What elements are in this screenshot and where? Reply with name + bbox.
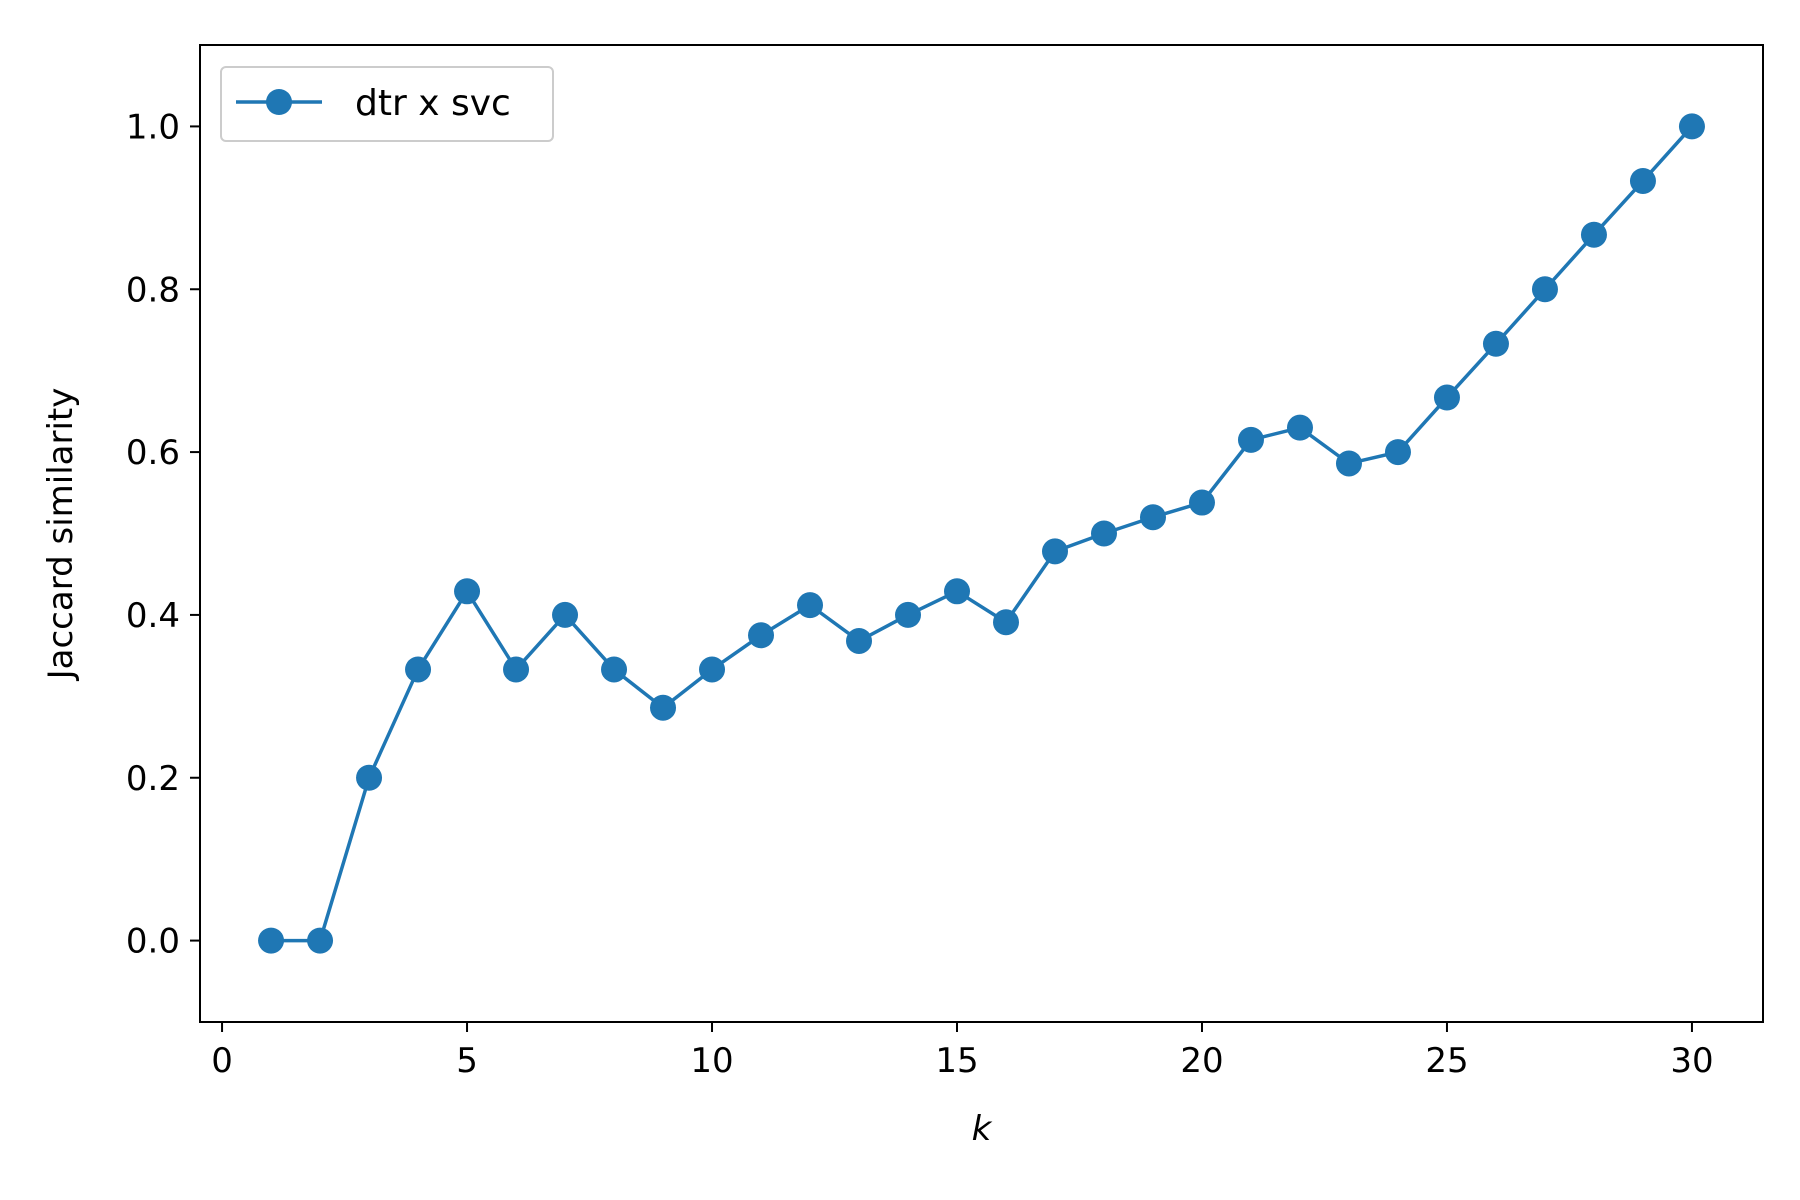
- y-tick-label: 0.2: [126, 759, 180, 799]
- x-tick-label: 0: [211, 1041, 233, 1081]
- y-axis-label: Jaccard similarity: [41, 388, 81, 682]
- y-tick-label: 1.0: [126, 107, 180, 147]
- data-point: [748, 622, 775, 649]
- data-point: [258, 927, 285, 954]
- data-point: [1678, 113, 1705, 140]
- data-point: [601, 656, 628, 683]
- x-axis-ticks: 0 5 10 15 20 25 30: [211, 1022, 1714, 1081]
- x-tick-label: 20: [1180, 1041, 1223, 1081]
- data-point: [699, 656, 726, 683]
- data-point: [944, 578, 971, 605]
- x-tick-label: 15: [935, 1041, 978, 1081]
- data-point: [454, 578, 481, 605]
- x-tick-label: 5: [456, 1041, 478, 1081]
- data-point: [1482, 330, 1509, 357]
- data-point: [1139, 504, 1166, 531]
- legend-box: [220, 66, 554, 142]
- y-tick-label: 0.0: [126, 922, 180, 962]
- y-tick-label: 0.4: [126, 596, 180, 636]
- data-point: [895, 601, 922, 628]
- series-line: [271, 125, 1694, 943]
- data-point: [503, 656, 530, 683]
- axes-frame: [199, 44, 1764, 1023]
- data-point: [1580, 221, 1607, 248]
- data-point: [846, 627, 873, 654]
- data-point: [1433, 384, 1460, 411]
- x-tick-label: 25: [1425, 1041, 1468, 1081]
- data-point: [307, 927, 334, 954]
- data-point: [1531, 276, 1558, 303]
- data-point: [552, 601, 579, 628]
- data-point: [1041, 538, 1068, 565]
- y-tick-label: 0.6: [126, 433, 180, 473]
- legend: dtr x svc: [220, 66, 554, 142]
- x-axis-label: k: [972, 1109, 993, 1149]
- y-axis-ticks: 0.0 0.2 0.4 0.6 0.8 1.0: [126, 107, 200, 962]
- data-point: [1629, 167, 1656, 194]
- data-point: [405, 656, 432, 683]
- data-point: [1286, 414, 1313, 441]
- data-point: [1335, 450, 1362, 477]
- data-point: [650, 694, 677, 721]
- data-point: [992, 609, 1019, 636]
- legend-entry-label: dtr x svc: [355, 83, 511, 124]
- data-point: [797, 592, 824, 619]
- y-tick-label: 0.8: [126, 270, 180, 310]
- data-point: [1188, 489, 1215, 516]
- series-layer: [258, 113, 1705, 954]
- x-tick-label: 30: [1670, 1041, 1713, 1081]
- data-point: [1384, 439, 1411, 466]
- data-point: [1090, 520, 1117, 547]
- legend-marker-swatch: [266, 89, 292, 115]
- x-tick-label: 10: [690, 1041, 733, 1081]
- data-point: [356, 764, 383, 791]
- data-point: [1237, 426, 1264, 453]
